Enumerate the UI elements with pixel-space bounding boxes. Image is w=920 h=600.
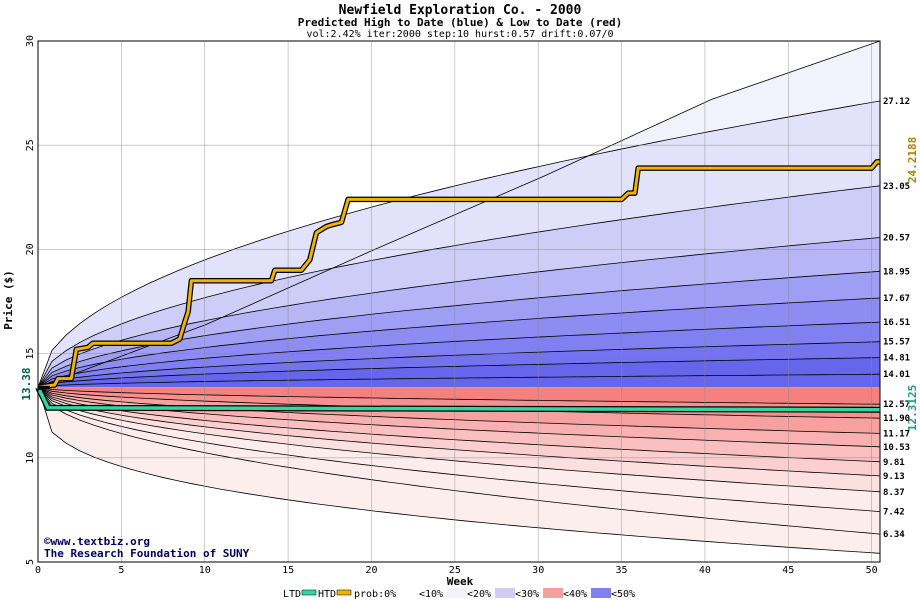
x-tick-label-5: 25 [449, 565, 461, 576]
plot-frame [37, 40, 881, 563]
contour-line-3 [38, 237, 880, 388]
high-band-value-label-6: 15.57 [883, 338, 910, 348]
legend-swatch-2 [495, 588, 515, 598]
low-band-value-label-7: 7.42 [883, 508, 905, 518]
low-band-value-label-5: 9.13 [883, 472, 905, 482]
contour-line-13 [38, 387, 880, 448]
high-band-value-label-3: 18.95 [883, 267, 910, 277]
x-tick-label-6: 30 [532, 565, 544, 576]
plot-area: 0 5 10 15 20 25 30 35 40 45 505101520253027.1223.0… [25, 35, 910, 576]
x-axis-label: Week [447, 575, 474, 588]
contour-line-14 [38, 387, 880, 463]
y-tick-label-0: 5 [25, 559, 36, 565]
high-band-value-label-4: 17.67 [883, 294, 910, 304]
legend-bin-1: <10% [419, 589, 443, 600]
x-tick-label-2: 10 [199, 565, 211, 576]
legend-swatch-1 [447, 588, 467, 598]
legend-bin-5: <50% [611, 589, 635, 600]
low-band-value-label-2: 11.17 [883, 429, 910, 439]
high-band-value-label-0: 27.12 [883, 97, 910, 107]
legend-bin-2: <20% [467, 589, 491, 600]
low-band-0 [38, 387, 880, 405]
x-tick-label-8: 40 [699, 565, 711, 576]
chart-subtitle: Predicted High to Date (blue) & Low to D… [298, 16, 623, 29]
low-band-value-label-4: 9.81 [883, 458, 905, 468]
low-band-value-label-3: 10.53 [883, 443, 910, 453]
y-tick-label-2: 15 [25, 348, 36, 360]
contour-line-18 [38, 387, 880, 535]
x-tick-label-3: 15 [282, 565, 294, 576]
contour-line-16 [38, 387, 880, 493]
legend-swatch-0 [399, 588, 419, 598]
low-band-value-label-8: 6.34 [883, 530, 905, 540]
high-band-value-label-8: 14.01 [883, 370, 910, 380]
contour-line-8 [38, 357, 880, 388]
high-band-9 [38, 374, 880, 388]
x-tick-label-4: 20 [365, 565, 377, 576]
contour-line-1 [38, 100, 880, 388]
ltd-end-label: 12.3125 [906, 385, 919, 431]
high-band-value-label-2: 20.57 [883, 234, 910, 244]
credit-url: ©www.textbiz.org [44, 535, 150, 548]
x-tick-label-0: 0 [35, 565, 41, 576]
low-band-value-label-1: 11.90 [883, 414, 910, 424]
chart-title: Newfield Exploration Co. - 2000 [339, 3, 582, 18]
low-band-value-label-0: 12.57 [883, 400, 910, 410]
chart-params: vol:2.42% iter:2000 step:10 hurst:0.57 d… [306, 29, 613, 40]
low-band-value-label-6: 8.37 [883, 488, 905, 498]
x-tick-label-7: 35 [616, 565, 628, 576]
contour-line-6 [38, 321, 880, 388]
legend-ltd-swatch [301, 589, 317, 596]
high-band-value-label-7: 14.81 [883, 354, 910, 364]
legend-bin-3: <30% [515, 589, 539, 600]
x-tick-label-10: 50 [866, 565, 878, 576]
legend-prob-label: prob:0% [354, 589, 396, 600]
y-tick-label-5: 30 [25, 35, 36, 47]
start-price-label: 13.38 [20, 367, 33, 400]
y-tick-label-3: 20 [25, 243, 36, 255]
contour-line-17 [38, 387, 880, 512]
contour-line-19 [38, 387, 880, 554]
y-tick-label-4: 25 [25, 139, 36, 151]
ltd-line [36, 386, 881, 412]
x-tick-label-1: 5 [118, 565, 124, 576]
legend-htd-swatch [336, 589, 352, 596]
y-tick-label-1: 10 [25, 452, 36, 464]
high-band-value-label-1: 23.05 [883, 182, 910, 192]
htd-end-label: 24.2188 [906, 137, 919, 183]
contour-line-10 [38, 387, 880, 405]
legend-swatch-3 [543, 588, 563, 598]
htd-line [37, 160, 880, 389]
contour-line-15 [38, 387, 880, 477]
y-axis-label: Price ($) [2, 270, 15, 330]
x-tick-label-9: 45 [782, 565, 794, 576]
legend-ltd-label: LTD [283, 589, 301, 600]
legend-swatch-4 [591, 588, 611, 598]
legend: LTD HTD prob:0% <10% <20% <30% <40% <50% [283, 588, 635, 600]
high-band-value-label-5: 16.51 [883, 318, 910, 328]
legend-htd-label: HTD [318, 589, 336, 600]
band-layer [38, 41, 880, 554]
contour-line-2 [38, 185, 880, 388]
legend-bin-4: <40% [563, 589, 587, 600]
contour-line-7 [38, 341, 880, 388]
contour-line-9 [38, 373, 880, 388]
contour-line-5 [38, 297, 880, 388]
credit-org: The Research Foundation of SUNY [44, 547, 250, 560]
